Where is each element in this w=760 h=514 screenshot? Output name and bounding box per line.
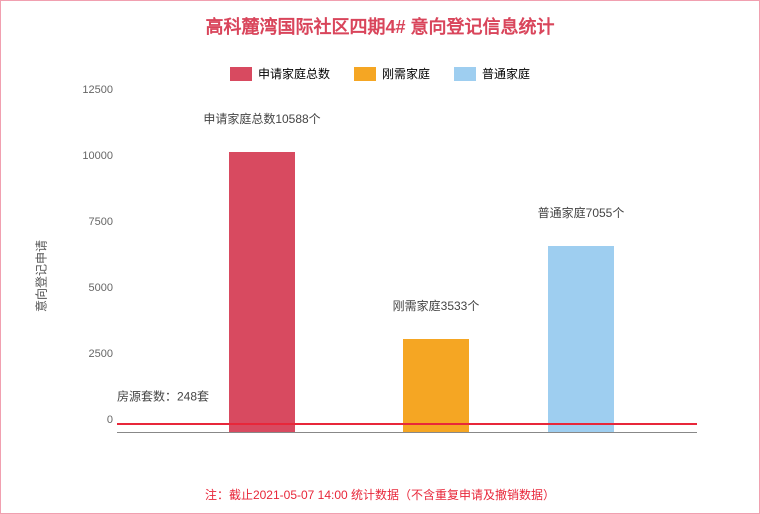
y-tick: 5000 bbox=[73, 282, 113, 294]
legend-label-rigid: 刚需家庭 bbox=[382, 65, 430, 82]
reference-line-label: 房源套数：248套 bbox=[117, 388, 209, 405]
bar bbox=[403, 339, 469, 432]
legend-item-total: 申请家庭总数 bbox=[230, 65, 330, 82]
bar-label: 刚需家庭3533个 bbox=[393, 297, 480, 318]
y-axis-label: 意向登记申请 bbox=[33, 240, 50, 312]
bar bbox=[548, 246, 614, 432]
legend-label-normal: 普通家庭 bbox=[482, 65, 530, 82]
reference-line bbox=[117, 423, 697, 425]
bar-label: 申请家庭总数10588个 bbox=[203, 110, 320, 131]
legend-swatch-total bbox=[230, 67, 252, 81]
bar bbox=[229, 152, 295, 432]
y-tick: 7500 bbox=[73, 216, 113, 228]
legend: 申请家庭总数 刚需家庭 普通家庭 bbox=[1, 65, 759, 82]
y-tick: 12500 bbox=[73, 84, 113, 96]
y-tick: 2500 bbox=[73, 348, 113, 360]
chart-title: 高科麓湾国际社区四期4# 意向登记信息统计 bbox=[1, 1, 759, 47]
chart-card: 高科麓湾国际社区四期4# 意向登记信息统计 申请家庭总数 刚需家庭 普通家庭 意… bbox=[0, 0, 760, 514]
footnote: 注：截止2021-05-07 14:00 统计数据（不含重复申请及撤销数据） bbox=[1, 486, 759, 503]
legend-item-normal: 普通家庭 bbox=[454, 65, 530, 82]
plot-area: 02500500075001000012500申请家庭总数10588个刚需家庭3… bbox=[117, 103, 697, 433]
bar-label: 普通家庭7055个 bbox=[538, 204, 625, 225]
legend-label-total: 申请家庭总数 bbox=[258, 65, 330, 82]
legend-swatch-normal bbox=[454, 67, 476, 81]
y-tick: 10000 bbox=[73, 150, 113, 162]
legend-item-rigid: 刚需家庭 bbox=[354, 65, 430, 82]
y-tick: 0 bbox=[73, 414, 113, 426]
chart-area: 意向登记申请 02500500075001000012500申请家庭总数1058… bbox=[77, 91, 717, 461]
legend-swatch-rigid bbox=[354, 67, 376, 81]
